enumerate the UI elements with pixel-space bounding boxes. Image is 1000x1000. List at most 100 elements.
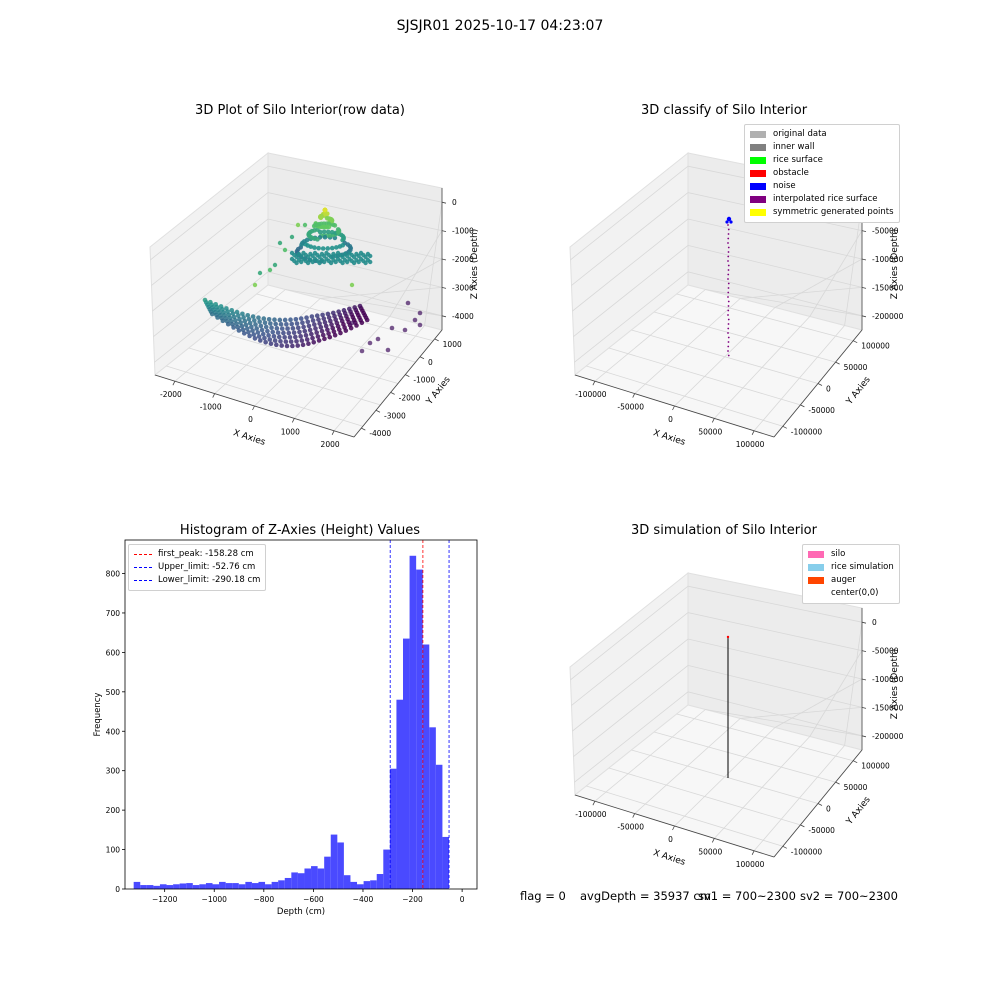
p3-bar — [416, 569, 423, 889]
p1-point — [231, 325, 236, 330]
p2-point — [727, 336, 730, 339]
p1-point — [295, 343, 301, 348]
legend-label: first_peak: -158.28 cm — [158, 549, 254, 559]
p2-x-tick — [592, 381, 596, 386]
p3-bar — [153, 885, 160, 889]
p1-point — [246, 329, 251, 335]
p1-point — [364, 317, 370, 323]
p1-point — [281, 330, 286, 336]
p1-y-tick — [361, 427, 366, 431]
plot4-legend: silo rice simulation auger center(0,0) — [802, 544, 900, 604]
p2-grid-z — [573, 244, 863, 337]
p2-point — [727, 354, 730, 357]
p4-z-tick-label: -200000 — [872, 732, 904, 741]
p1-z-tick — [441, 258, 447, 261]
p3-bar — [232, 883, 239, 889]
p1-point — [236, 328, 242, 333]
legend-swatch — [808, 590, 824, 597]
p2-point — [727, 350, 729, 352]
p2-point — [727, 332, 729, 334]
p1-x-tick-label: -2000 — [160, 390, 182, 399]
p1-point — [285, 326, 290, 331]
p1-x-tick-label: 2000 — [321, 440, 340, 449]
p2-point — [727, 291, 730, 294]
p1-point — [317, 260, 322, 266]
p2-grid-z — [572, 218, 863, 312]
p4-grid-y — [586, 785, 783, 847]
p1-point — [298, 316, 304, 321]
p1-point — [287, 334, 293, 340]
p4-z-tick — [861, 678, 867, 681]
p1-point — [316, 317, 321, 322]
p1-point — [329, 322, 334, 327]
p2-z-tick — [861, 315, 867, 318]
p1-point — [322, 259, 327, 265]
p1-y-tick — [375, 409, 381, 413]
p1-point — [318, 324, 324, 330]
p1-point — [305, 260, 311, 266]
p1-point — [340, 242, 346, 248]
p2-y-tick-label: 50000 — [844, 363, 868, 372]
p4-grid-x-back — [844, 622, 863, 746]
p1-x-tick-label: 1000 — [281, 427, 300, 436]
p3-bar — [133, 881, 141, 889]
p1-point — [272, 317, 277, 323]
p1-point — [238, 320, 243, 326]
p1-y-axis — [353, 329, 443, 438]
p2-point — [727, 305, 730, 307]
p1-y-tick-label: 1000 — [443, 340, 462, 349]
p2-point — [727, 318, 730, 321]
p1-point — [294, 254, 299, 260]
p1-point — [317, 254, 322, 260]
p1-point — [405, 300, 411, 306]
p4-y-tick — [853, 760, 858, 764]
p3-bar — [179, 883, 187, 889]
p1-grid-z — [154, 271, 443, 363]
p3-bar — [173, 884, 180, 889]
p1-point — [258, 323, 264, 329]
p3-y-tick-label: 600 — [106, 648, 121, 657]
p1-point — [333, 253, 338, 259]
p2-grid-x — [714, 316, 811, 419]
p1-point — [333, 259, 338, 265]
p1-point — [300, 320, 305, 326]
p1-point — [340, 260, 345, 266]
p1-grid-x — [294, 316, 391, 419]
p1-point — [267, 267, 273, 273]
p1-point — [304, 315, 309, 320]
p2-x-tick-label: 100000 — [736, 440, 765, 449]
p4-z-tick — [861, 707, 867, 709]
p1-point — [331, 329, 337, 334]
p1-point — [304, 337, 310, 342]
p2-y-tick — [782, 425, 787, 429]
p1-point — [294, 260, 299, 266]
p1-point — [367, 340, 373, 346]
p1-point — [389, 325, 395, 331]
legend-entry: noise — [750, 180, 894, 193]
p1-point — [272, 262, 278, 268]
p4-y-tick — [800, 824, 805, 828]
p1-point — [249, 324, 254, 330]
p2-z-tick — [861, 287, 867, 289]
p4-grid-z — [572, 638, 863, 732]
p1-z-tick-label: -3000 — [452, 283, 474, 292]
p4-z-tick — [861, 621, 867, 624]
p1-point — [326, 224, 332, 230]
legend-entry: center(0,0) — [808, 587, 894, 600]
p1-point — [268, 341, 274, 347]
p1-point — [284, 343, 290, 349]
p2-y-tick — [800, 404, 805, 408]
legend-entry: rice simulation — [808, 561, 894, 574]
p3-bar — [304, 868, 312, 889]
legend-swatch — [750, 196, 766, 203]
p2-grid-x-back — [809, 230, 863, 317]
p1-x-tick — [212, 393, 216, 398]
p3-bar — [383, 849, 390, 889]
p1-point — [368, 259, 373, 265]
legend-entry: rice surface — [750, 154, 894, 167]
legend-label: rice simulation — [831, 562, 894, 572]
p1-point — [314, 330, 319, 335]
p4-y-tick-label: 100000 — [861, 762, 890, 771]
p1-grid-z — [153, 244, 443, 337]
p2-z-tick-label: -200000 — [872, 312, 904, 321]
